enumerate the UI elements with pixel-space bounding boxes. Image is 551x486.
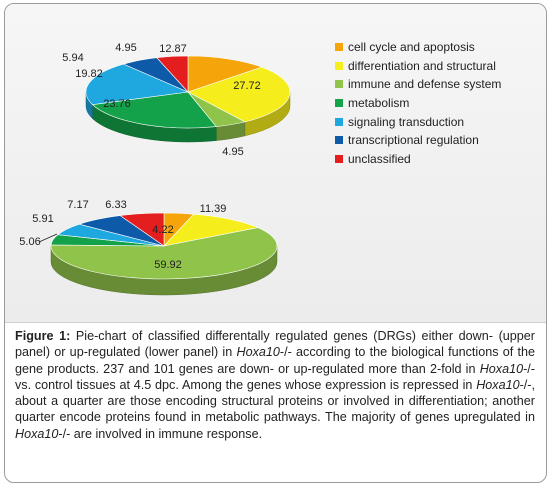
data-label: 59.92 — [154, 259, 182, 271]
data-label: 4.95 — [115, 42, 136, 54]
caption-gene-1: Hoxa10 — [236, 345, 280, 360]
caption-label: Figure 1: — [15, 329, 71, 343]
caption-text-1: Pie-chart of classified differentally re… — [15, 329, 535, 360]
pie-slice — [163, 213, 259, 247]
legend-item: immune and defense system — [335, 75, 540, 94]
caption-text-3: -/- vs. control tissues at 4.5 dpc. Amon… — [15, 361, 535, 392]
data-label: 6.33 — [105, 199, 126, 211]
data-label: 11.39 — [200, 203, 227, 215]
legend-swatch — [335, 61, 343, 70]
lower-pie: 4.22 11.39 59.92 5.06 5.91 7.17 6.33 — [19, 199, 278, 296]
caption-gene-3: Hoxa10 — [476, 377, 520, 392]
caption-gene-4: Hoxa10 — [15, 426, 59, 441]
upper-pie: 12.87 27.72 4.95 23.76 19.82 5.94 4.95 — [62, 42, 291, 158]
pie-charts: 12.87 27.72 4.95 23.76 19.82 5.94 4.95 4.22 11.3… — [19, 42, 291, 296]
legend-label: signaling transduction — [348, 114, 465, 129]
pie-slice — [156, 55, 189, 93]
data-label: 19.82 — [75, 68, 103, 80]
data-label: 5.94 — [62, 52, 83, 64]
pie-slice — [187, 55, 263, 93]
legend-item: unclassified — [335, 150, 540, 169]
data-label: 5.91 — [32, 213, 53, 225]
legend-label: unclassified — [348, 151, 411, 166]
data-label: 4.95 — [222, 146, 243, 158]
caption-text-2: -/- according to the biological function… — [15, 345, 536, 376]
data-label: 27.72 — [233, 80, 261, 92]
legend-label: transcriptional regulation — [348, 133, 479, 148]
pie-slice — [50, 227, 278, 280]
data-label: 4.22 — [152, 224, 173, 236]
pie-slice — [119, 212, 165, 247]
legend-swatch — [335, 80, 343, 89]
legend-label: metabolism — [348, 96, 410, 111]
pie-slice — [187, 66, 291, 123]
legend-label: differentiation and structural — [348, 58, 496, 73]
caption-text-4: -/-, about a quarter are those encoding … — [15, 377, 535, 425]
legend-swatch — [335, 117, 343, 126]
legend-label: cell cycle and apoptosis — [348, 40, 475, 55]
data-label: 7.17 — [67, 199, 88, 211]
legend-label: immune and defense system — [348, 77, 502, 92]
legend-item: differentiation and structural — [335, 57, 540, 76]
legend-swatch — [335, 154, 343, 163]
legend-item: transcriptional regulation — [335, 131, 540, 150]
data-label: 12.87 — [159, 43, 187, 55]
caption-gene-2: Hoxa10 — [479, 361, 524, 376]
legend-item: cell cycle and apoptosis — [335, 38, 540, 57]
data-label: 5.06 — [19, 236, 40, 248]
legend-swatch — [335, 99, 343, 108]
legend-item: signaling transduction — [335, 112, 540, 131]
legend-swatch — [335, 43, 343, 52]
caption-text-5: -/- are involved in immune response. — [58, 426, 263, 441]
legend-item: metabolism — [335, 94, 540, 113]
figure-frame: 12.87 27.72 4.95 23.76 19.82 5.94 4.95 4.22 11.3… — [4, 3, 547, 483]
pie-slice — [91, 91, 217, 129]
data-label: 23.76 — [103, 98, 131, 110]
pie-slice — [85, 63, 190, 105]
legend: cell cycle and apoptosis differentiation … — [335, 38, 540, 168]
leader-line — [38, 233, 58, 243]
figure-caption: Figure 1: Pie-chart of classified differ… — [15, 328, 535, 442]
charts-panel: 12.87 27.72 4.95 23.76 19.82 5.94 4.95 4.22 11.3… — [5, 4, 546, 323]
legend-swatch — [335, 136, 343, 145]
